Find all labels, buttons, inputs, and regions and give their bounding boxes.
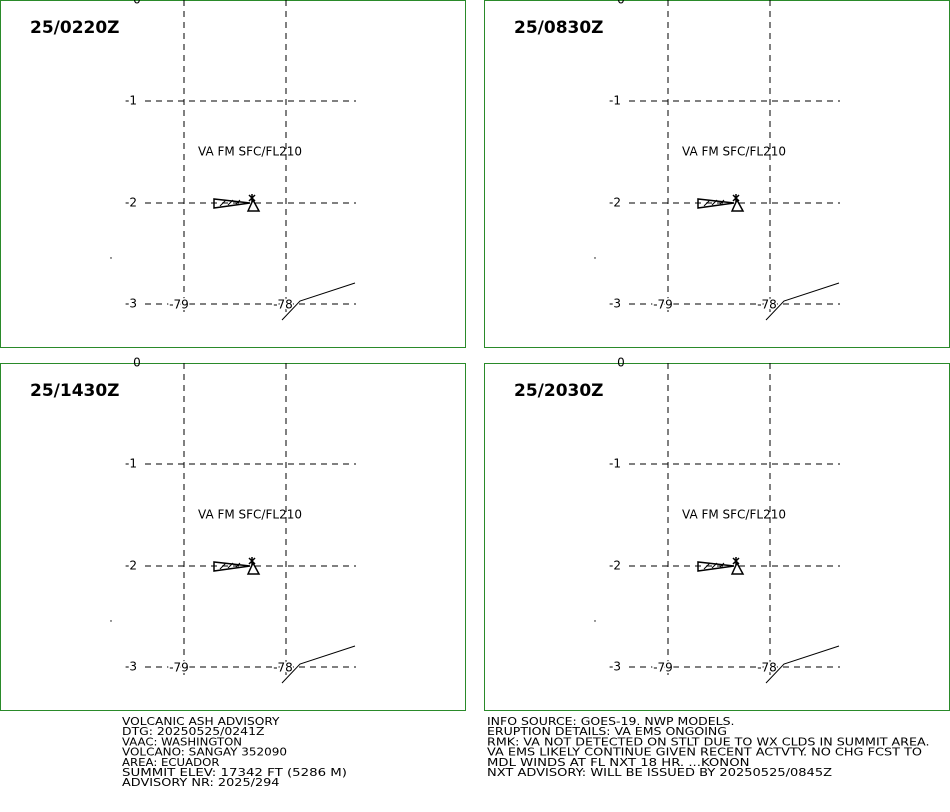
lat-label: 0 xyxy=(133,356,141,370)
lon-label: -78 xyxy=(757,298,777,312)
map-panel: 0 -1 -2 -3 -79 -78 25/2030Z VA FM SFC/FL210 xyxy=(484,356,950,711)
ash-label: VA FM SFC/FL210 xyxy=(198,145,302,159)
ash-hatch xyxy=(219,562,241,570)
panel-border xyxy=(0,0,466,348)
lon-label: -79 xyxy=(653,661,673,675)
advisory-line: VAAC: WASHINGTON xyxy=(122,735,242,748)
volcano-symbol xyxy=(246,198,261,212)
panel-border xyxy=(0,363,466,711)
volcano-symbol xyxy=(730,561,745,575)
ash-hatch xyxy=(703,562,725,570)
lon-label: -79 xyxy=(169,298,189,312)
advisory-line: ADVISORY NR: 2025/294 xyxy=(122,776,280,789)
advisory-line: VA EMS LIKELY CONTINUE GIVEN RECENT ACTV… xyxy=(487,746,922,759)
lon-label: -78 xyxy=(757,661,777,675)
lat-label: 0 xyxy=(617,356,625,370)
valid-time: 25/2030Z xyxy=(514,381,604,401)
advisory-line: NXT ADVISORY: WILL BE ISSUED BY 20250525… xyxy=(487,766,833,779)
panel-border xyxy=(484,0,950,348)
map-dot xyxy=(110,620,112,622)
coastline xyxy=(281,645,356,684)
advisory-line: DTG: 20250525/0241Z xyxy=(122,725,265,738)
valid-time: 25/1430Z xyxy=(30,381,120,401)
volcano-star xyxy=(248,194,256,202)
lat-label: -1 xyxy=(125,94,137,108)
lat-label: -3 xyxy=(125,660,137,674)
lat-label: 0 xyxy=(617,0,625,7)
volcano-star xyxy=(732,557,740,565)
volcano-symbol xyxy=(246,561,261,575)
lon-label: -79 xyxy=(653,298,673,312)
map-panel: 0 -1 -2 -3 -79 -78 25/0830Z VA FM SFC/FL210 xyxy=(484,0,950,348)
ash-label: VA FM SFC/FL210 xyxy=(682,145,786,159)
panel-border xyxy=(484,363,950,711)
lon-label: -79 xyxy=(169,661,189,675)
coastline xyxy=(281,282,356,321)
lon-label: -78 xyxy=(273,298,293,312)
lat-label: -3 xyxy=(125,297,137,311)
volcano-star xyxy=(248,557,256,565)
lat-label: -2 xyxy=(609,559,621,573)
map-dot xyxy=(594,257,596,259)
valid-time: 25/0830Z xyxy=(514,18,604,38)
lat-label: -1 xyxy=(609,94,621,108)
valid-time: 25/0220Z xyxy=(30,18,120,38)
map-dot xyxy=(594,620,596,622)
coastline xyxy=(765,645,840,684)
advisory-line: VOLCANIC ASH ADVISORY xyxy=(122,715,280,728)
advisory-line: INFO SOURCE: GOES-19. NWP MODELS. xyxy=(487,715,735,728)
lat-label: -1 xyxy=(609,457,621,471)
ash-label: VA FM SFC/FL210 xyxy=(682,508,786,522)
lon-label: -78 xyxy=(273,661,293,675)
lat-label: -3 xyxy=(609,660,621,674)
advisory-line: SUMMIT ELEV: 17342 FT (5286 M) xyxy=(122,766,347,779)
lat-label: 0 xyxy=(133,0,141,7)
advisory-line: MDL WINDS AT FL NXT 18 HR. ...KONON xyxy=(487,756,750,769)
advisory-line: ERUPTION DETAILS: VA EMS ONGOING xyxy=(487,725,727,738)
volcano-star xyxy=(732,194,740,202)
advisory-line: RMK: VA NOT DETECTED ON STLT DUE TO WX C… xyxy=(487,735,930,748)
ash-hatch xyxy=(219,199,241,207)
lat-label: -3 xyxy=(609,297,621,311)
ash-hatch xyxy=(703,199,725,207)
advisory-line: VOLCANO: SANGAY 352090 xyxy=(122,746,287,759)
lat-label: -2 xyxy=(609,196,621,210)
lat-label: -2 xyxy=(125,196,137,210)
ash-label: VA FM SFC/FL210 xyxy=(198,508,302,522)
lat-label: -2 xyxy=(125,559,137,573)
advisory-line: AREA: ECUADOR xyxy=(122,756,220,769)
coastline xyxy=(765,282,840,321)
map-dot xyxy=(110,257,112,259)
map-panel: 0 -1 -2 -3 -79 -78 25/1430Z VA FM SFC/FL210 xyxy=(0,356,466,711)
map-panel: 0 -1 -2 -3 -79 -78 25/0220Z VA FM SFC/FL210 xyxy=(0,0,466,348)
lat-label: -1 xyxy=(125,457,137,471)
volcano-symbol xyxy=(730,198,745,212)
